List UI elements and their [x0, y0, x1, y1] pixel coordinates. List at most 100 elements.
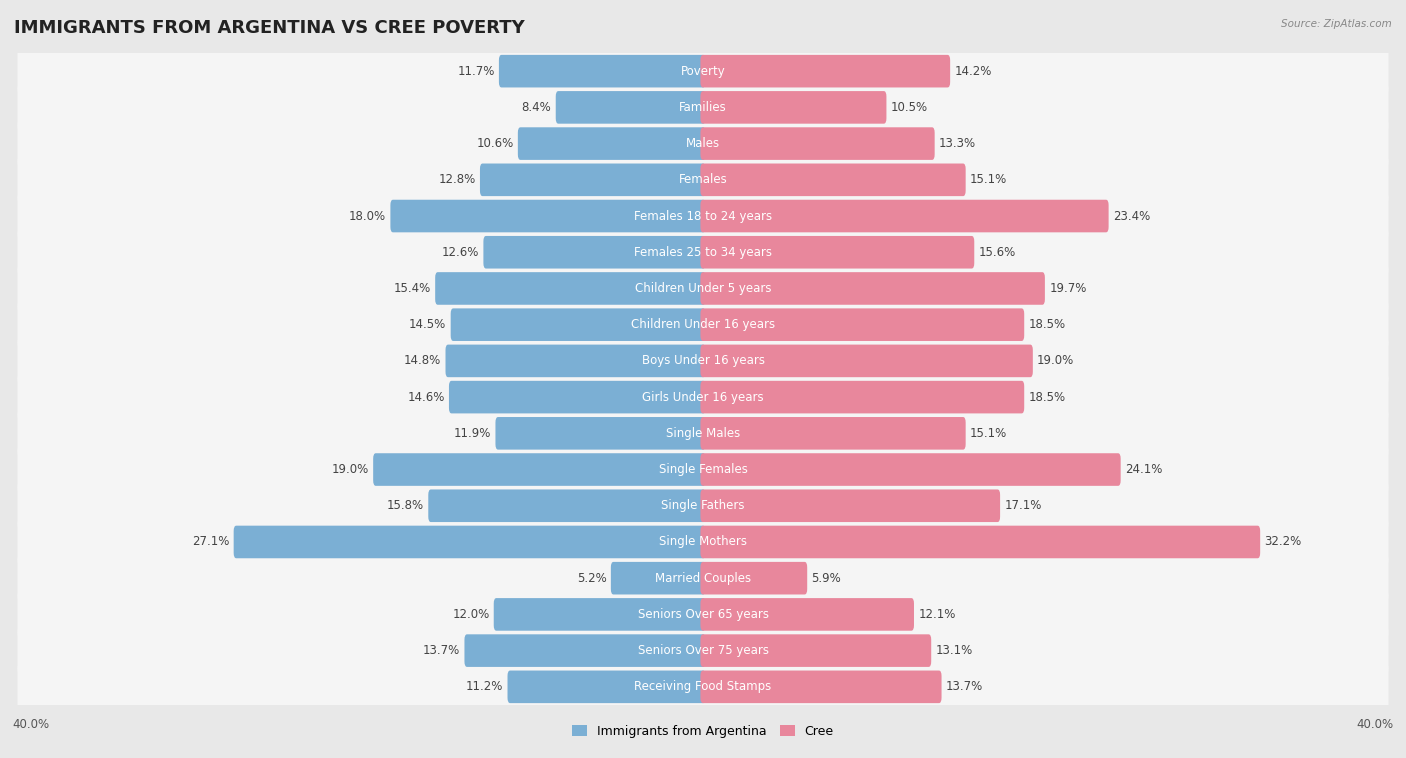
FancyBboxPatch shape	[484, 236, 706, 268]
FancyBboxPatch shape	[700, 199, 1108, 232]
Text: 13.3%: 13.3%	[939, 137, 976, 150]
Text: 27.1%: 27.1%	[193, 535, 229, 549]
FancyBboxPatch shape	[464, 634, 706, 667]
Text: Single Mothers: Single Mothers	[659, 535, 747, 549]
Text: 11.9%: 11.9%	[454, 427, 491, 440]
FancyBboxPatch shape	[499, 55, 706, 87]
Text: 15.8%: 15.8%	[387, 500, 425, 512]
Text: 12.6%: 12.6%	[441, 246, 479, 258]
FancyBboxPatch shape	[700, 91, 886, 124]
FancyBboxPatch shape	[17, 261, 1389, 316]
Text: 12.0%: 12.0%	[453, 608, 489, 621]
FancyBboxPatch shape	[233, 526, 706, 558]
FancyBboxPatch shape	[700, 526, 1260, 558]
FancyBboxPatch shape	[700, 634, 931, 667]
FancyBboxPatch shape	[17, 116, 1389, 171]
FancyBboxPatch shape	[451, 309, 706, 341]
Text: 40.0%: 40.0%	[1357, 718, 1393, 731]
FancyBboxPatch shape	[700, 55, 950, 87]
FancyBboxPatch shape	[17, 478, 1389, 534]
Text: 18.5%: 18.5%	[1029, 390, 1066, 403]
Text: 15.1%: 15.1%	[970, 174, 1007, 186]
Text: 18.0%: 18.0%	[349, 209, 387, 223]
FancyBboxPatch shape	[494, 598, 706, 631]
FancyBboxPatch shape	[17, 188, 1389, 244]
Text: Boys Under 16 years: Boys Under 16 years	[641, 355, 765, 368]
FancyBboxPatch shape	[700, 127, 935, 160]
FancyBboxPatch shape	[17, 550, 1389, 606]
Text: Married Couples: Married Couples	[655, 572, 751, 584]
FancyBboxPatch shape	[17, 43, 1389, 99]
FancyBboxPatch shape	[700, 272, 1045, 305]
Text: 15.6%: 15.6%	[979, 246, 1015, 258]
FancyBboxPatch shape	[700, 164, 966, 196]
FancyBboxPatch shape	[700, 309, 1024, 341]
Text: 8.4%: 8.4%	[522, 101, 551, 114]
Text: 24.1%: 24.1%	[1125, 463, 1163, 476]
Text: 14.2%: 14.2%	[955, 64, 991, 77]
Text: 14.8%: 14.8%	[404, 355, 441, 368]
Text: 13.7%: 13.7%	[946, 681, 983, 694]
Text: 19.7%: 19.7%	[1049, 282, 1087, 295]
Text: 19.0%: 19.0%	[1038, 355, 1074, 368]
Text: Seniors Over 75 years: Seniors Over 75 years	[637, 644, 769, 657]
Text: 10.5%: 10.5%	[891, 101, 928, 114]
Text: IMMIGRANTS FROM ARGENTINA VS CREE POVERTY: IMMIGRANTS FROM ARGENTINA VS CREE POVERT…	[14, 19, 524, 37]
Text: 12.1%: 12.1%	[918, 608, 956, 621]
Text: Females 25 to 34 years: Females 25 to 34 years	[634, 246, 772, 258]
FancyBboxPatch shape	[373, 453, 706, 486]
FancyBboxPatch shape	[517, 127, 706, 160]
Text: 15.1%: 15.1%	[970, 427, 1007, 440]
Text: Females: Females	[679, 174, 727, 186]
Text: 23.4%: 23.4%	[1114, 209, 1150, 223]
FancyBboxPatch shape	[446, 345, 706, 377]
FancyBboxPatch shape	[700, 381, 1024, 413]
FancyBboxPatch shape	[436, 272, 706, 305]
FancyBboxPatch shape	[17, 369, 1389, 425]
Text: Seniors Over 65 years: Seniors Over 65 years	[637, 608, 769, 621]
Text: 13.7%: 13.7%	[423, 644, 460, 657]
Text: 11.2%: 11.2%	[465, 681, 503, 694]
FancyBboxPatch shape	[700, 417, 966, 449]
FancyBboxPatch shape	[17, 80, 1389, 135]
FancyBboxPatch shape	[17, 224, 1389, 280]
Text: 5.9%: 5.9%	[811, 572, 841, 584]
FancyBboxPatch shape	[17, 587, 1389, 642]
Text: Families: Families	[679, 101, 727, 114]
FancyBboxPatch shape	[555, 91, 706, 124]
Text: Single Females: Single Females	[658, 463, 748, 476]
FancyBboxPatch shape	[700, 562, 807, 594]
FancyBboxPatch shape	[610, 562, 706, 594]
Text: 17.1%: 17.1%	[1004, 500, 1042, 512]
Text: Females 18 to 24 years: Females 18 to 24 years	[634, 209, 772, 223]
Text: 10.6%: 10.6%	[477, 137, 513, 150]
Text: Single Fathers: Single Fathers	[661, 500, 745, 512]
Text: 14.5%: 14.5%	[409, 318, 446, 331]
Text: Receiving Food Stamps: Receiving Food Stamps	[634, 681, 772, 694]
Text: Children Under 5 years: Children Under 5 years	[634, 282, 772, 295]
Text: 19.0%: 19.0%	[332, 463, 368, 476]
FancyBboxPatch shape	[17, 623, 1389, 678]
FancyBboxPatch shape	[391, 199, 706, 232]
FancyBboxPatch shape	[429, 490, 706, 522]
Text: 18.5%: 18.5%	[1029, 318, 1066, 331]
Text: 32.2%: 32.2%	[1264, 535, 1302, 549]
FancyBboxPatch shape	[495, 417, 706, 449]
FancyBboxPatch shape	[17, 659, 1389, 715]
Text: 14.6%: 14.6%	[408, 390, 444, 403]
Text: Poverty: Poverty	[681, 64, 725, 77]
Text: Children Under 16 years: Children Under 16 years	[631, 318, 775, 331]
FancyBboxPatch shape	[449, 381, 706, 413]
Text: 15.4%: 15.4%	[394, 282, 430, 295]
Text: 5.2%: 5.2%	[576, 572, 606, 584]
FancyBboxPatch shape	[17, 333, 1389, 389]
FancyBboxPatch shape	[508, 671, 706, 703]
Legend: Immigrants from Argentina, Cree: Immigrants from Argentina, Cree	[572, 725, 834, 738]
FancyBboxPatch shape	[17, 406, 1389, 461]
FancyBboxPatch shape	[700, 671, 942, 703]
Text: 12.8%: 12.8%	[439, 174, 475, 186]
Text: Source: ZipAtlas.com: Source: ZipAtlas.com	[1281, 19, 1392, 29]
FancyBboxPatch shape	[17, 152, 1389, 208]
FancyBboxPatch shape	[479, 164, 706, 196]
Text: 13.1%: 13.1%	[935, 644, 973, 657]
